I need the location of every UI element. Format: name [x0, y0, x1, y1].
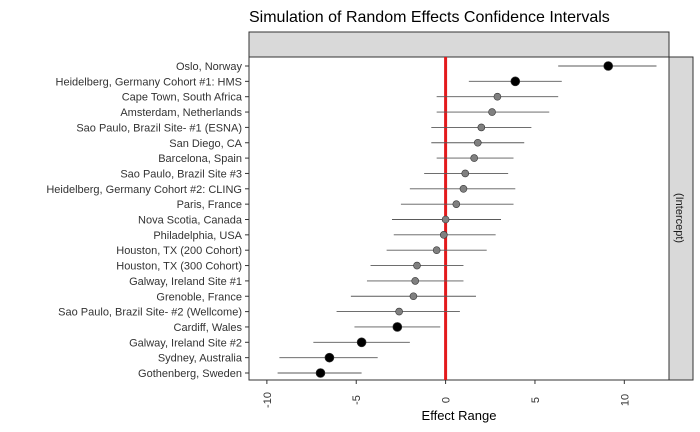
chart-title: Simulation of Random Effects Confidence …	[249, 9, 610, 26]
estimate-point	[452, 200, 461, 208]
x-tick-label: 10	[619, 394, 631, 406]
x-tick-label: -10	[262, 392, 274, 408]
strip-top	[248, 31, 670, 58]
estimate-point	[315, 368, 326, 378]
y-tick-label: Sao Paulo, Brazil Site- #2 (Wellcome)	[58, 307, 242, 319]
x-tick-label: 5	[530, 397, 542, 403]
y-tick-label: Houston, TX (300 Cohort)	[116, 261, 242, 273]
estimate-point	[432, 246, 441, 254]
y-tick-label: Paris, France	[177, 199, 242, 211]
y-tick-label: Barcelona, Spain	[158, 153, 242, 165]
y-tick-label: Cape Town, South Africa	[122, 92, 243, 104]
strip-right	[668, 56, 694, 381]
estimate-point	[488, 108, 496, 116]
y-tick-label: Heidelberg, Germany Cohort #1: HMS	[56, 76, 242, 88]
estimate-point	[413, 261, 421, 270]
estimate-point	[459, 185, 468, 193]
estimate-point	[461, 169, 470, 178]
y-tick-label: Nova Scotia, Canada	[138, 215, 243, 227]
y-tick-label: Galway, Ireland Site #1	[129, 276, 242, 288]
y-tick-label: Gothenberg, Sweden	[138, 368, 242, 380]
estimate-point	[411, 277, 420, 285]
y-tick-label: Oslo, Norway	[176, 61, 243, 73]
estimate-point	[324, 352, 335, 363]
y-tick-label: Sao Paulo, Brazil Site- #1 (ESNA)	[76, 122, 242, 134]
x-tick-label: -5	[351, 395, 363, 405]
estimate-point	[440, 231, 448, 239]
strip-label: (Intercept)	[673, 193, 685, 243]
estimate-points	[315, 61, 614, 378]
estimate-point	[392, 322, 403, 332]
estimate-point	[510, 76, 521, 87]
x-axis: -10 -5 0 5 10	[262, 380, 631, 408]
estimate-point	[477, 123, 486, 132]
estimate-point	[473, 138, 482, 147]
x-tick-label: 0	[441, 397, 453, 403]
y-tick-label: Sao Paulo, Brazil Site #3	[120, 168, 242, 180]
y-tick-label: San Diego, CA	[169, 138, 242, 150]
y-tick-label: Houston, TX (200 Cohort)	[116, 245, 242, 257]
y-tick-label: Amsterdam, Netherlands	[120, 107, 242, 119]
y-axis-labels: Oslo, Norway Heidelberg, Germany Cohort #…	[46, 61, 249, 380]
estimate-point	[470, 154, 478, 162]
estimate-point	[395, 307, 403, 316]
y-tick-label: Cardiff, Wales	[174, 322, 243, 334]
y-tick-label: Philadelphia, USA	[153, 230, 242, 242]
y-tick-label: Heidelberg, Germany Cohort #2: CLING	[46, 184, 242, 196]
estimate-point	[603, 61, 614, 71]
estimate-point	[493, 92, 502, 101]
y-tick-label: Sydney, Australia	[158, 353, 243, 365]
y-tick-label: Galway, Ireland Site #2	[129, 337, 242, 349]
plot-panel	[248, 56, 670, 381]
estimate-point	[409, 292, 418, 301]
x-axis-title: Effect Range	[422, 408, 497, 423]
estimate-point	[356, 337, 367, 348]
y-tick-label: Grenoble, France	[156, 291, 242, 303]
estimate-point	[441, 215, 450, 224]
